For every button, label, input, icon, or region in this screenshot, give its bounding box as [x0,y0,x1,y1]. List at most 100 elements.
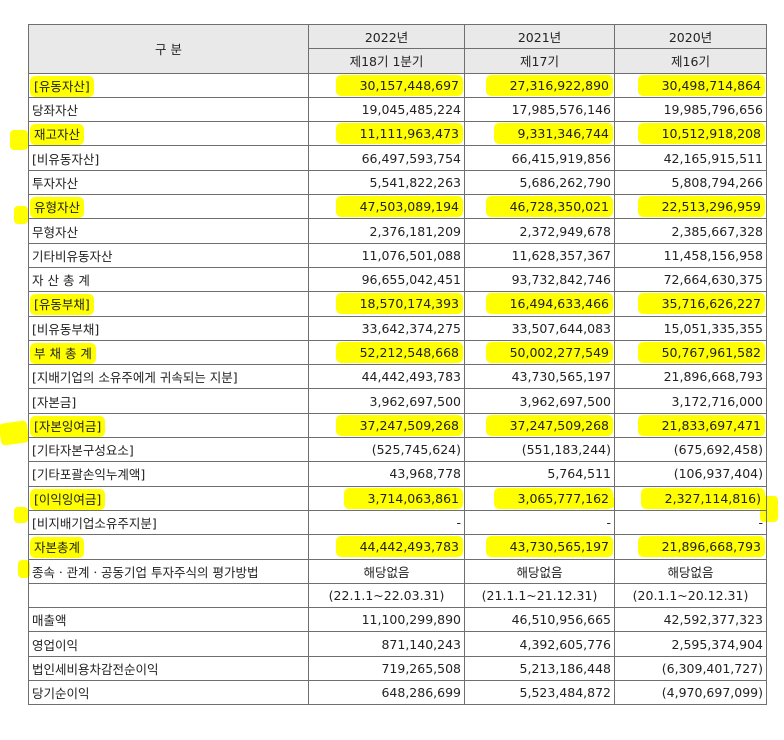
cell-value: 19,045,485,224 [361,102,461,118]
row-label: [자본잉여금] [32,417,104,435]
value-cell: 22,513,296,959 [614,194,767,220]
table-row: (22.1.1~22.03.31) (21.1.1~21.12.31) (20.1.… [28,582,767,609]
cell-value: 3,962,697,500 [369,393,461,409]
cell-value: 719,265,508 [381,660,461,676]
cell-value: 5,686,262,790 [519,174,611,190]
row-label-cell: [이익잉여금] [28,485,309,511]
value-cell: 5,523,484,872 [464,680,615,706]
cell-value: 37,247,509,268 [337,416,461,434]
table-row: 재고자산 11,111,963,473 9,331,346,744 10,512,91… [28,121,767,147]
value-cell: 43,730,565,197 [464,364,615,390]
cell-value: 5,213,186,448 [519,660,611,676]
table-row: 무형자산 2,376,181,209 2,372,949,678 2,385,667,… [28,218,767,244]
value-cell: 17,985,576,146 [464,96,615,123]
row-label: [비지배기업소유주지분] [32,516,157,532]
value-cell: (106,937,404) [614,461,767,487]
cell-value: 44,442,493,783 [337,538,461,556]
value-cell: 46,510,956,665 [464,607,615,633]
header-row-years: 구 분 2022년 2021년 2020년 [28,23,767,74]
cell-value: (22.1.1~22.03.31) [328,587,445,603]
value-cell: 2,595,374,904 [614,631,767,657]
cell-value: 30,498,714,864 [639,76,763,94]
row-label-cell: [기타포괄손익누계액] [28,461,309,487]
row-label-cell: [기타자본구성요소] [28,437,309,463]
row-label: 영업이익 [32,637,79,653]
period-header-18: 제18기 1분기 [308,48,465,74]
value-cell: (22.1.1~22.03.31) [308,582,465,609]
value-cell: 66,415,919,856 [464,145,615,171]
value-cell: 42,592,377,323 [614,607,767,633]
cell-value: 19,985,796,656 [663,102,763,118]
value-cell: 52,212,548,668 [308,339,465,366]
cell-value: 3,172,716,000 [671,393,763,409]
cell-value: 10,512,918,208 [639,125,763,143]
year-header-2021: 2021년 [464,23,615,50]
table-row: [이익잉여금] 3,714,063,861 3,065,777,162 2,327,1… [28,485,767,511]
cell-value: 2,376,181,209 [369,223,461,239]
cell-value: 11,628,357,367 [511,247,611,263]
cell-value: 50,002,277,549 [487,344,611,361]
value-cell: 해당없음 [308,558,465,584]
cell-value: 50,767,961,582 [639,344,763,361]
value-cell: (20.1.1~20.12.31) [614,582,767,609]
row-label: 투자자산 [32,175,79,191]
cell-value: (6,309,401,727) [661,660,763,676]
row-label-cell: 당좌자산 [28,96,309,123]
value-cell: 37,247,509,268 [308,412,465,439]
cell-value: 5,764,511 [547,466,611,482]
table-row: [기타포괄손익누계액] 43,968,778 5,764,511 (106,937,4… [28,461,767,487]
cell-value: (21.1.1~21.12.31) [481,587,598,603]
value-cell: 66,497,593,754 [308,145,465,171]
row-label: 당좌자산 [32,103,79,119]
cell-value: 5,523,484,872 [519,685,611,701]
year-header-2022: 2022년 [308,23,465,50]
value-cell: 27,316,922,890 [464,72,615,98]
cell-value: 21,833,697,471 [639,416,763,434]
value-cell: 16,494,633,466 [464,291,615,317]
value-cell: 3,962,697,500 [308,388,465,414]
row-label: [지배기업의 소유주에게 귀속되는 지분] [32,370,238,386]
row-label-cell: [자본금] [28,388,309,414]
cell-value: 44,442,493,783 [361,369,461,385]
value-cell: 19,985,796,656 [614,96,767,123]
highlight-mark-left-4 [14,507,28,523]
table-row: [비지배기업소유주지분] - - - [28,509,767,536]
value-cell: 18,570,174,393 [308,291,465,317]
value-cell: - [614,509,767,536]
value-cell: 44,442,493,783 [308,534,465,560]
value-cell: 3,962,697,500 [464,388,615,414]
table-row: 자본총계 44,442,493,783 43,730,565,197 21,896,6… [28,534,767,560]
value-cell: 21,896,668,793 [614,534,767,560]
cell-value: 66,497,593,754 [361,150,461,166]
row-label: 매출액 [32,613,67,629]
cell-value: 43,968,778 [389,466,461,482]
row-label: [유동자산] [32,77,92,95]
cell-value: (551,183,244) [521,442,611,458]
table-row: 매출액 11,100,299,890 46,510,956,665 42,592,37… [28,607,767,633]
cell-value: 871,140,243 [381,636,461,652]
row-label-cell: [지배기업의 소유주에게 귀속되는 지분] [28,364,309,390]
cell-value: 11,076,501,088 [361,247,461,263]
table-row: 투자자산 5,541,822,263 5,686,262,790 5,808,794,… [28,169,767,196]
cell-value: 2,385,667,328 [671,223,763,239]
value-cell: 43,730,565,197 [464,534,615,560]
table-row: 자 산 총 계 96,655,042,451 93,732,842,746 72,66… [28,266,767,293]
cell-value: 46,728,350,021 [487,198,611,216]
value-cell: 33,507,644,083 [464,315,615,341]
row-label-cell: 부 채 총 계 [28,339,309,366]
table-row: [비유동자산] 66,497,593,754 66,415,919,856 42,16… [28,145,767,171]
value-cell: - [464,509,615,536]
row-label: [이익잉여금] [32,490,104,508]
cell-value: - [456,515,461,531]
value-cell: 33,642,374,275 [308,315,465,341]
value-cell: 35,716,626,227 [614,291,767,317]
cell-value: 3,714,063,861 [345,489,461,507]
table-row: 종속ㆍ관계ㆍ공동기업 투자주식의 평가방법 해당없음 해당없음 해당없음 [28,558,767,584]
row-label: 자 산 총 계 [32,273,90,289]
value-cell: 10,512,918,208 [614,121,767,147]
table-row: 법인세비용차감전순이익 719,265,508 5,213,186,448 (6,30… [28,655,767,682]
section-header: 구 분 [28,24,309,74]
value-cell: 11,076,501,088 [308,242,465,268]
table-row: [지배기업의 소유주에게 귀속되는 지분] 44,442,493,783 43,73… [28,364,767,390]
cell-value: 9,331,346,744 [495,125,611,143]
